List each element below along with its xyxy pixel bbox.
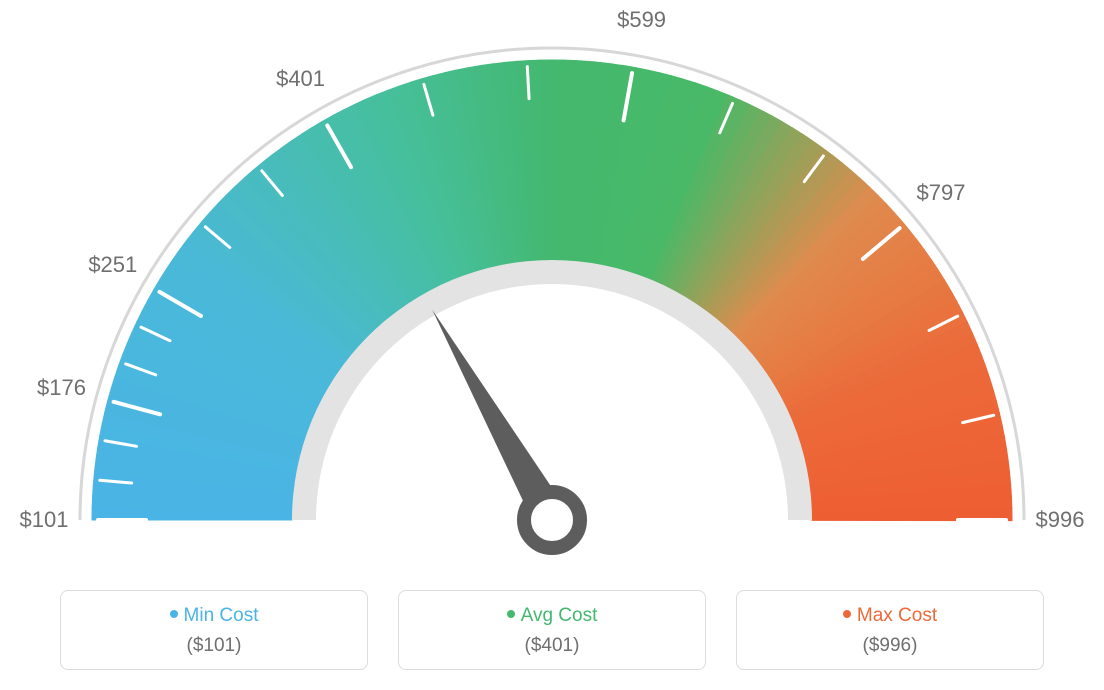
legend-min: Min Cost ($101) bbox=[60, 590, 368, 670]
legend-min-title: Min Cost bbox=[71, 605, 357, 627]
dot-icon bbox=[843, 610, 851, 618]
gauge-tick-label: $176 bbox=[37, 375, 86, 401]
dot-icon bbox=[507, 610, 515, 618]
gauge-svg bbox=[0, 0, 1104, 560]
legend-max: Max Cost ($996) bbox=[736, 590, 1044, 670]
gauge-tick-label: $797 bbox=[917, 180, 966, 206]
dot-icon bbox=[170, 610, 178, 618]
legend-max-label: Max Cost bbox=[857, 605, 937, 626]
gauge-tick-label: $251 bbox=[88, 252, 137, 278]
legend-avg-title: Avg Cost bbox=[409, 605, 695, 627]
legend-max-title: Max Cost bbox=[747, 605, 1033, 627]
legend-avg: Avg Cost ($401) bbox=[398, 590, 706, 670]
legend-avg-label: Avg Cost bbox=[521, 605, 598, 626]
cost-gauge-chart: $101 $176 $251 $401 $599 $797 $996 Min Cost ($… bbox=[0, 0, 1104, 690]
legend-max-value: ($996) bbox=[747, 635, 1033, 657]
legend-min-label: Min Cost bbox=[184, 605, 259, 626]
gauge-tick-label: $996 bbox=[1036, 507, 1085, 533]
gauge-tick-label: $401 bbox=[276, 66, 325, 92]
legend-min-value: ($101) bbox=[71, 635, 357, 657]
gauge-tick-label: $101 bbox=[20, 507, 69, 533]
legend-row: Min Cost ($101) Avg Cost ($401) Max Cost… bbox=[60, 590, 1044, 670]
legend-avg-value: ($401) bbox=[409, 635, 695, 657]
gauge-area: $101 $176 $251 $401 $599 $797 $996 bbox=[0, 0, 1104, 560]
gauge-tick-label: $599 bbox=[617, 7, 666, 33]
